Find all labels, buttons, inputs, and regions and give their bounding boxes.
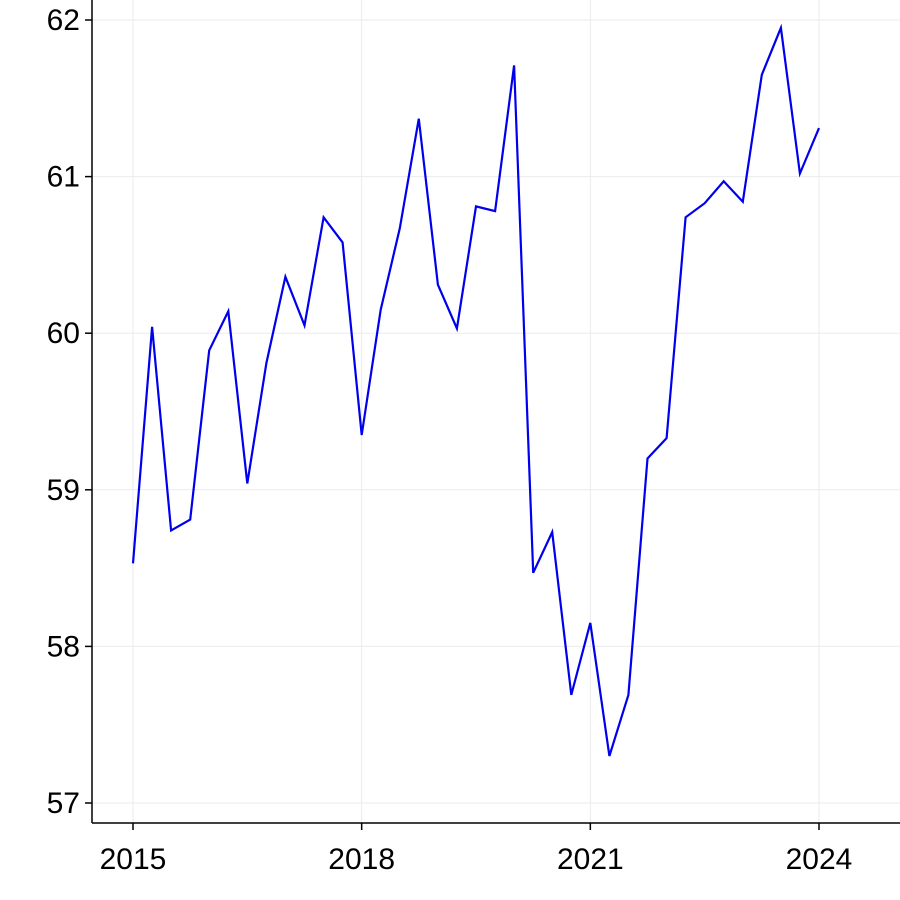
data-point — [207, 348, 212, 353]
data-point — [474, 204, 479, 209]
data-point — [607, 754, 612, 759]
data-point — [740, 199, 745, 204]
data-point — [169, 528, 174, 533]
grid-lines — [92, 0, 900, 823]
y-tick-label: 62 — [47, 4, 80, 37]
data-point — [359, 433, 364, 438]
data-point — [778, 25, 783, 30]
data-point — [512, 63, 517, 68]
data-point — [493, 209, 498, 214]
data-point — [550, 530, 555, 535]
series-group — [131, 23, 822, 759]
data-point — [397, 226, 402, 231]
data-point — [702, 201, 707, 206]
data-point — [569, 692, 574, 697]
x-tick-label: 2024 — [786, 843, 853, 876]
data-point — [245, 481, 250, 486]
y-tick-label: 61 — [47, 161, 80, 194]
data-point — [664, 436, 669, 441]
data-point — [645, 456, 650, 461]
axes — [91, 0, 900, 824]
ticks: 57 58 59 60 61 62 2015 2018 2021 2024 — [47, 4, 853, 876]
x-tick-label: 2015 — [100, 843, 167, 876]
data-point — [588, 620, 593, 625]
data-point — [531, 570, 536, 575]
data-point — [150, 324, 155, 329]
data-point — [817, 126, 822, 131]
y-tick-label: 59 — [47, 474, 80, 507]
data-point — [416, 116, 421, 121]
data-point — [683, 215, 688, 220]
data-point — [226, 309, 231, 314]
series-line — [131, 23, 821, 757]
data-point — [626, 692, 631, 697]
data-point — [321, 215, 326, 220]
x-tick-label: 2021 — [557, 843, 624, 876]
data-point — [721, 179, 726, 184]
data-point — [264, 361, 269, 366]
y-tick-label: 57 — [47, 787, 80, 820]
data-point — [188, 517, 193, 522]
data-point — [131, 561, 136, 566]
y-tick-label: 60 — [47, 317, 80, 350]
data-point — [797, 171, 802, 176]
x-tick-label: 2018 — [328, 843, 395, 876]
data-point — [378, 307, 383, 312]
data-point — [454, 326, 459, 331]
data-point — [435, 282, 440, 287]
data-point — [759, 72, 764, 77]
data-point — [340, 240, 345, 245]
data-point — [302, 323, 307, 328]
data-point — [283, 274, 288, 279]
y-tick-label: 58 — [47, 630, 80, 663]
